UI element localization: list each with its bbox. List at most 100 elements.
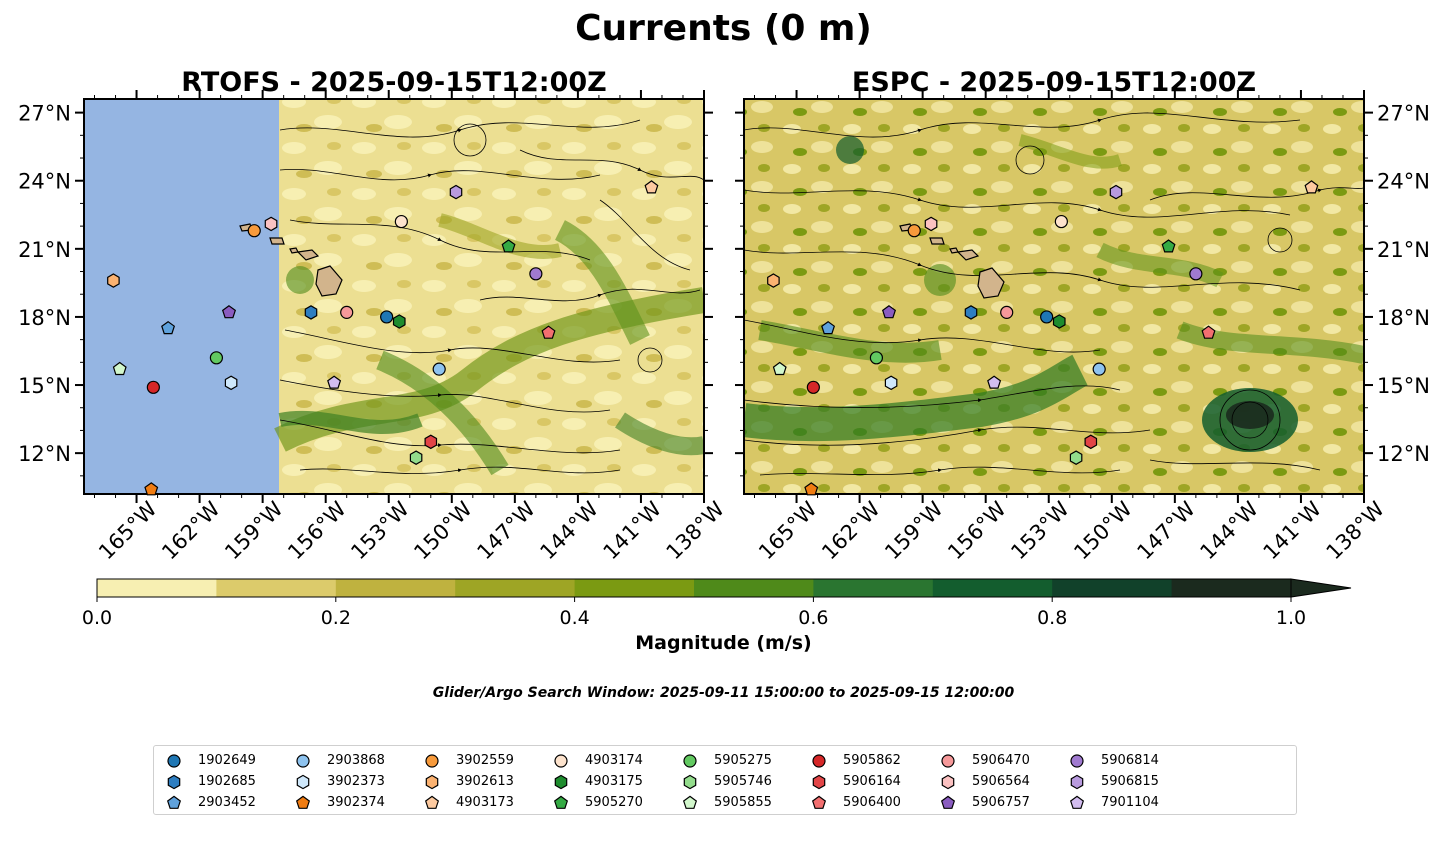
legend-label: 4903174 [585,753,643,768]
float-marker-3902374 [144,482,159,496]
legend-marker-hexagon [941,774,955,790]
colorbar-tick-label: 0.4 [559,607,589,629]
legend-marker-icon [553,795,569,809]
espc-panel: ESPC - 2025-09-15T12:00Z 165°W162°W159°W… [735,67,1430,564]
legend-marker-icon [1070,754,1084,768]
legend-label: 3902613 [456,774,514,789]
float-marker-5906470 [340,305,354,319]
legend-label: 4903175 [585,774,643,789]
legend-marker-icon [940,795,956,809]
float-marker-5905275 [869,351,884,365]
colorbar-segment [694,579,814,597]
float-marker-5906815 [1109,184,1123,200]
x-tick-label: 138°W [1322,497,1390,565]
float-marker-1902649 [380,310,394,324]
float-marker-4903174 [1054,214,1068,229]
rtofs-panel: RTOFS - 2025-09-15T12:00Z 165°W162°W159°… [18,67,729,564]
legend-marker-circle [812,754,826,768]
float-marker-1902649 [1040,310,1054,324]
float-marker-5905746 [1069,450,1083,465]
colorbar: 0.0 0.2 0.4 0.6 0.8 1.0 [82,578,1352,629]
legend-marker-pentagon [424,795,440,809]
legend-marker-icon [554,754,568,768]
legend-label: 3902374 [327,795,385,810]
legend-marker-icon [554,774,568,790]
legend-marker-circle [941,754,955,768]
float-marker-3902559 [247,224,261,238]
float-marker-4903173 [644,180,659,194]
y-tick-label: 15°N [1377,374,1430,398]
float-marker-5905862 [146,380,160,394]
x-tick-label: 165°W [94,497,162,565]
legend-marker-icon [296,774,310,790]
y-tick-label: 12°N [1377,442,1430,466]
legend-label: 7901104 [1101,795,1159,810]
x-tick-label: 156°W [943,497,1011,565]
legend-label: 3902559 [456,753,514,768]
legend-marker-icon [296,754,310,768]
legend-marker-hexagon [1070,774,1084,790]
legend-marker-hexagon [296,774,310,790]
float-marker-3902559 [907,224,921,238]
colorbar-segment [97,579,217,597]
y-tick-label: 21°N [1377,238,1430,262]
legend-marker-icon [683,754,697,768]
legend-marker-icon [812,774,826,790]
legend-marker-circle [683,754,697,768]
float-marker-3902613 [107,273,120,288]
colorbar-segment [932,579,1053,597]
float-marker-5906164 [424,434,438,450]
legend-marker-icon [811,795,827,809]
float-marker-2903868 [1092,362,1106,376]
x-tick-label: 153°W [346,497,414,565]
legend-marker-icon [167,754,181,768]
colorbar-segment [335,579,456,597]
y-tick-label: 12°N [18,442,71,466]
espc-frame [743,98,1365,495]
float-marker-3902613 [767,273,780,288]
rtofs-streamlines [279,119,704,474]
legend-label: 1902685 [198,774,256,789]
legend-marker-icon [1070,774,1084,790]
legend-marker-pentagon [811,795,827,809]
colorbar-frame [96,578,1291,598]
espc-streamlines [744,112,1364,476]
colorbar-tick-label: 1.0 [1276,607,1306,629]
float-marker-5906757 [881,305,897,319]
float-marker-5906814 [529,267,543,281]
x-tick-label: 144°W [1195,497,1263,565]
x-tick-label: 141°W [599,497,667,565]
legend-label: 5905275 [714,753,772,768]
legend-label: 5906400 [843,795,901,810]
float-marker-5905855 [772,361,787,376]
legend-label: 5906757 [972,795,1030,810]
colorbar-segment [574,579,695,597]
legend-label: 5905862 [843,753,901,768]
x-tick-label: 153°W [1006,497,1074,565]
y-tick-label: 21°N [18,238,71,262]
legend-marker-circle [554,754,568,768]
legend-label: 5905270 [585,795,643,810]
float-marker-5905270 [501,239,516,253]
x-tick-label: 159°W [880,497,948,565]
legend-marker-icon [683,774,697,790]
legend-marker-icon [166,795,182,809]
float-marker-4903175 [392,314,406,329]
float-marker-5906400 [1201,325,1216,339]
espc-strong-currents [744,134,1364,452]
search-window-text: Glider/Argo Search Window: 2025-09-11 15… [432,685,1015,701]
colorbar-segment [216,579,337,597]
legend-label: 5906164 [843,774,901,789]
legend-label: 5906814 [1101,753,1159,768]
x-tick-label: 147°W [472,497,540,565]
rtofs-strong-currents [274,213,704,476]
x-tick-label: 141°W [1259,497,1327,565]
float-marker-4903175 [1052,314,1066,329]
espc-title: ESPC - 2025-09-15T12:00Z [852,67,1256,98]
float-marker-2903452 [821,320,836,335]
legend-marker-circle [1070,754,1084,768]
float-marker-4903174 [394,214,408,229]
figure-title: Currents (0 m) [575,8,872,49]
float-marker-5906400 [541,325,556,339]
